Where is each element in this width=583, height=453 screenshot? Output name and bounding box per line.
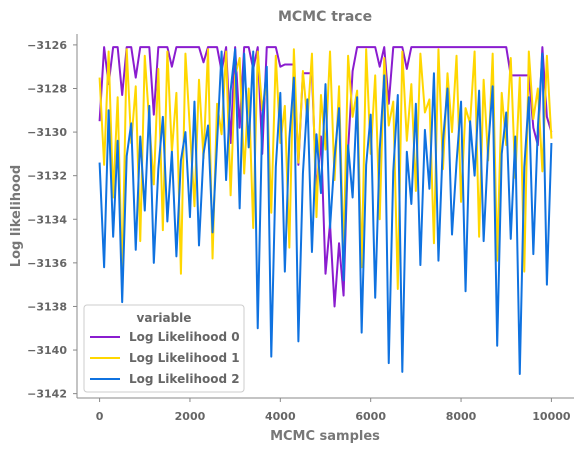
legend-title: variable — [137, 311, 192, 325]
series-line-2 — [98, 48, 553, 376]
legend-label-2: Log Likelihood 2 — [129, 372, 240, 386]
legend-label-0: Log Likelihood 0 — [129, 330, 240, 344]
legend-box — [83, 304, 245, 393]
y-tick-label: −3128 — [27, 82, 67, 95]
y-tick-label: −3130 — [27, 126, 67, 139]
y-tick-label: −3126 — [27, 39, 67, 52]
x-tick-label: 0 — [96, 410, 104, 423]
x-tick-label: 2000 — [175, 410, 206, 423]
y-tick-label: −3140 — [27, 344, 67, 357]
legend-items: Log Likelihood 0 Log Likelihood 1 Log Like… — [90, 330, 240, 386]
y-tick-label: −3142 — [27, 388, 67, 401]
x-axis-ticks: 0 2000 4000 6000 8000 10000 — [96, 398, 571, 423]
x-tick-label: 6000 — [355, 410, 386, 423]
y-tick-label: −3138 — [27, 300, 67, 313]
y-tick-label: −3132 — [27, 170, 67, 183]
x-tick-label: 10000 — [532, 410, 571, 423]
x-axis-label: MCMC samples — [270, 429, 380, 444]
series-line-1 — [98, 48, 553, 291]
plot-area — [98, 46, 553, 376]
chart-title: MCMC trace — [278, 9, 372, 25]
y-tick-label: −3134 — [27, 213, 67, 226]
x-tick-label: 4000 — [265, 410, 296, 423]
legend-label-1: Log Likelihood 1 — [129, 351, 240, 365]
x-tick-label: 8000 — [446, 410, 477, 423]
y-tick-label: −3136 — [27, 257, 67, 270]
series-line-0 — [98, 46, 553, 308]
y-axis-label: Log likelihood — [9, 165, 24, 267]
y-axis-ticks: −3142 −3140 −3138 −3136 −3134 −3132 −3130 −3128… — [27, 39, 77, 401]
